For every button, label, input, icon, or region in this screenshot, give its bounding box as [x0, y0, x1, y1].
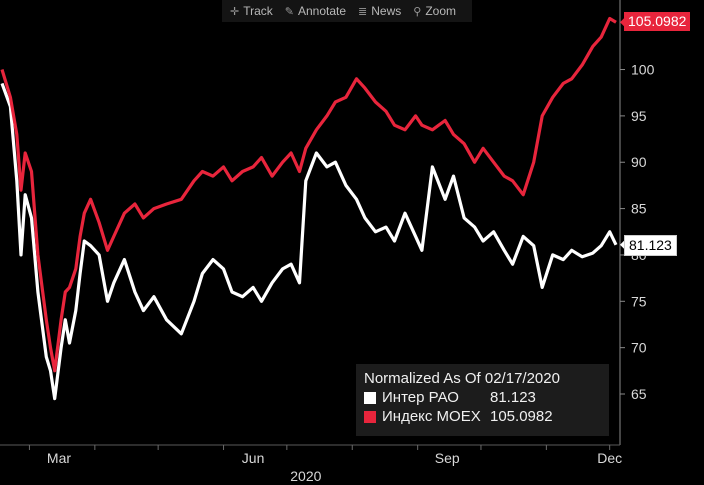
series-line-moex: [0, 16, 617, 373]
annotate-label: Annotate: [298, 4, 347, 18]
track-button[interactable]: ✛ Track: [230, 4, 273, 18]
chart-toolbar: ✛ Track ✎ Annotate ≣ News ⚲ Zoom: [222, 0, 472, 22]
last-value-marker: [620, 239, 625, 250]
news-button[interactable]: ≣ News: [358, 4, 401, 18]
legend-item-moex[interactable]: Индекс MOEX 105.0982: [364, 408, 601, 425]
track-label: Track: [243, 4, 273, 18]
crosshair-icon: ✛: [230, 4, 240, 18]
news-label: News: [371, 4, 402, 18]
y-tick-label: 90: [631, 154, 647, 170]
x-tick-label: Mar: [47, 450, 71, 466]
y-tick-label: 85: [631, 201, 647, 217]
legend-item-value: 105.0982: [490, 408, 553, 425]
x-tick-label: Jun: [242, 450, 265, 466]
news-list-icon: ≣: [358, 4, 368, 18]
x-axis-label: 2020: [290, 468, 321, 484]
pencil-icon: ✎: [284, 4, 294, 18]
last-value-box-moex: 105.0982: [624, 12, 691, 32]
series-line-inter-rao: [0, 82, 618, 401]
legend-item-inter-rao[interactable]: Интер РАО 81.123: [364, 389, 601, 406]
legend-item-name: Индекс MOEX: [382, 408, 481, 425]
last-value-marker: [620, 17, 625, 28]
legend-box: Normalized As Of 02/17/2020 Интер РАО 81…: [356, 364, 609, 436]
legend-item-name: Интер РАО: [382, 389, 459, 406]
legend-swatch: [364, 410, 376, 423]
zoom-button[interactable]: ⚲ Zoom: [413, 4, 456, 18]
annotate-button[interactable]: ✎ Annotate: [285, 4, 346, 18]
y-tick-label: 70: [631, 340, 647, 356]
legend-swatch: [364, 391, 376, 404]
y-tick-label: 75: [631, 293, 647, 309]
x-tick-label: Sep: [435, 450, 460, 466]
magnifier-icon: ⚲: [413, 4, 422, 18]
y-tick-label: 95: [631, 108, 647, 124]
x-tick-label: Dec: [597, 450, 622, 466]
legend-item-value: 81.123: [490, 389, 536, 406]
y-tick-label: 65: [631, 386, 647, 402]
y-tick-label: 100: [631, 62, 655, 78]
legend-title: Normalized As Of 02/17/2020: [364, 370, 560, 387]
zoom-label: Zoom: [425, 4, 457, 18]
last-value-box-inter-rao: 81.123: [624, 234, 677, 256]
